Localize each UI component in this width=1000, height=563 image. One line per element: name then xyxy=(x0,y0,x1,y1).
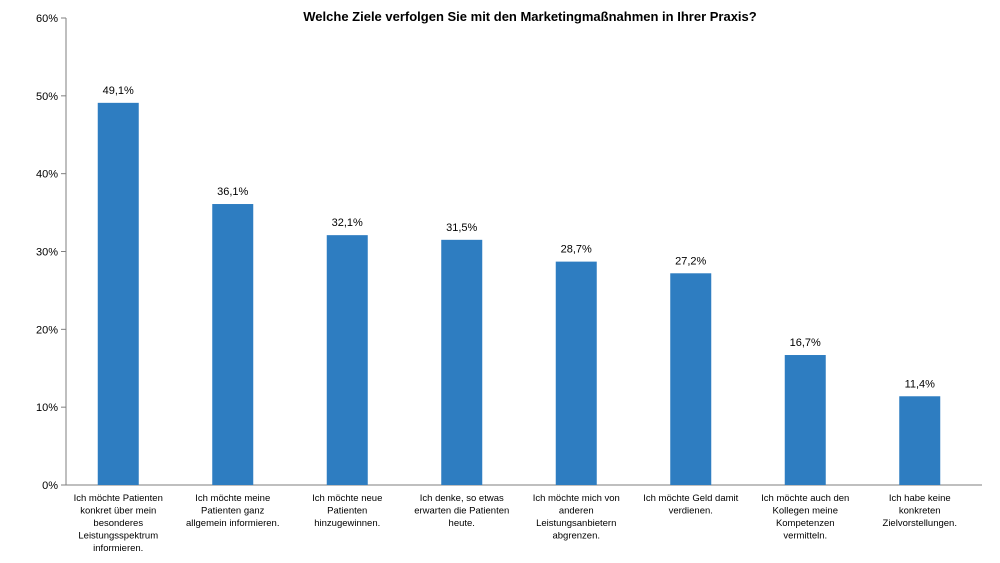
category-label-line: heute. xyxy=(449,518,475,529)
category-label-line: vermitteln. xyxy=(783,531,827,542)
data-label: 16,7% xyxy=(790,337,821,349)
data-label: 31,5% xyxy=(446,222,477,234)
category-label: Ich möchte Geld damit verdienen. xyxy=(643,493,738,517)
data-label: 11,4% xyxy=(905,378,936,390)
data-label: 27,2% xyxy=(675,255,706,267)
y-tick-label: 40% xyxy=(36,169,58,181)
bar xyxy=(670,273,712,485)
bar xyxy=(441,239,483,485)
y-tick-label: 10% xyxy=(36,402,58,414)
category-label-line: Kollegen meine xyxy=(773,506,839,517)
chart-title: Welche Ziele verfolgen Sie mit den Marke… xyxy=(303,9,757,24)
category-label-line: Ich möchte Geld damit xyxy=(643,493,738,504)
category-label-line: abgrenzen. xyxy=(552,531,600,542)
category-label-line: Ich möchte auch den xyxy=(761,493,849,504)
y-tick-label: 0% xyxy=(42,480,58,492)
y-tick-label: 50% xyxy=(36,91,58,103)
category-label-line: Leistungsspektrum xyxy=(78,531,158,542)
category-label-line: konkret über mein xyxy=(80,506,156,517)
category-label-line: Ich habe keine xyxy=(889,493,951,504)
y-tick-label: 20% xyxy=(36,324,58,336)
data-label: 36,1% xyxy=(217,186,248,198)
category-label-line: anderen xyxy=(559,506,594,517)
bar xyxy=(555,261,597,485)
category-label-line: verdienen. xyxy=(669,506,713,517)
category-label: Ich habe keine konkreten Zielvorstellungen… xyxy=(883,493,957,529)
category-label-line: Patienten xyxy=(327,506,367,517)
data-label: 49,1% xyxy=(103,85,134,97)
data-labels: 49,1% 36,1% 32,1% 31,5% 28,7% 27,2% 16,7% 11,4% xyxy=(103,85,936,390)
category-label-line: Ich möchte neue xyxy=(312,493,382,504)
bar xyxy=(784,355,826,485)
bar xyxy=(212,204,254,485)
bar xyxy=(326,235,368,485)
category-label-line: informieren. xyxy=(93,543,143,554)
category-label-line: allgemein informieren. xyxy=(186,518,279,529)
category-label-line: Ich denke, so etwas xyxy=(420,493,504,504)
category-label: Ich möchte meine Patienten ganz allgemein … xyxy=(186,493,279,529)
category-label-line: erwarten die Patienten xyxy=(414,506,509,517)
category-label: Ich möchte auch den Kollegen meine Kompete… xyxy=(761,493,849,542)
bar xyxy=(97,102,139,486)
category-label-line: Leistungsanbietern xyxy=(536,518,616,529)
category-label-line: konkreten xyxy=(899,506,941,517)
bar-series xyxy=(97,102,941,486)
y-tick-label: 60% xyxy=(36,13,58,25)
category-label-line: hinzugewinnen. xyxy=(314,518,380,529)
category-label-line: Ich möchte mich von xyxy=(533,493,620,504)
bar xyxy=(899,396,941,485)
data-label: 32,1% xyxy=(332,217,363,229)
y-axis-ticks: 0% 10% 20% 30% 40% 50% 60% xyxy=(36,13,66,492)
category-label-line: Ich möchte meine xyxy=(195,493,270,504)
category-label: Ich möchte Patienten konkret über mein bes… xyxy=(74,493,163,554)
y-tick-label: 30% xyxy=(36,247,58,259)
category-label: Ich möchte mich von anderen Leistungsanbie… xyxy=(533,493,620,542)
category-label-line: Kompetenzen xyxy=(776,518,835,529)
category-label: Ich möchte neue Patienten hinzugewinnen. xyxy=(312,493,382,529)
category-label-line: besonderes xyxy=(93,518,143,529)
category-label: Ich denke, so etwas erwarten die Patiente… xyxy=(414,493,509,529)
category-label-line: Patienten ganz xyxy=(201,506,265,517)
category-label-line: Zielvorstellungen. xyxy=(883,518,957,529)
data-label: 28,7% xyxy=(561,244,592,256)
category-labels: Ich möchte Patienten konkret über mein bes… xyxy=(74,493,957,554)
category-label-line: Ich möchte Patienten xyxy=(74,493,163,504)
